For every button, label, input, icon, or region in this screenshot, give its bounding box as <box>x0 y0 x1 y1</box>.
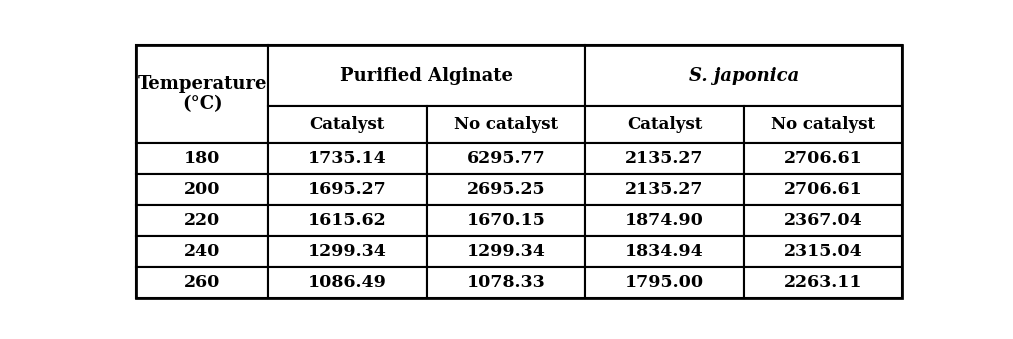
Bar <box>744 236 903 267</box>
Bar <box>136 205 268 236</box>
Text: 2695.25: 2695.25 <box>467 181 545 198</box>
Bar <box>136 174 268 205</box>
Text: 1874.90: 1874.90 <box>625 212 704 229</box>
Bar <box>268 236 426 267</box>
Text: 260: 260 <box>184 274 220 291</box>
Text: 2367.04: 2367.04 <box>784 212 862 229</box>
Bar <box>268 45 586 106</box>
Text: Purified Alginate: Purified Alginate <box>340 66 514 84</box>
Text: No catalyst: No catalyst <box>771 116 875 133</box>
Bar <box>586 267 744 298</box>
Text: 1834.94: 1834.94 <box>625 243 704 260</box>
Text: 240: 240 <box>184 243 220 260</box>
Text: 1086.49: 1086.49 <box>308 274 387 291</box>
Bar <box>586 236 744 267</box>
Bar <box>744 174 903 205</box>
Bar <box>136 267 268 298</box>
Text: 220: 220 <box>184 212 220 229</box>
Bar <box>426 106 586 143</box>
Bar <box>426 205 586 236</box>
Bar <box>426 174 586 205</box>
Text: 1695.27: 1695.27 <box>308 181 387 198</box>
Text: 2706.61: 2706.61 <box>784 150 862 167</box>
Bar <box>744 267 903 298</box>
Bar <box>426 236 586 267</box>
Text: 2263.11: 2263.11 <box>784 274 862 291</box>
Bar <box>136 45 268 143</box>
Text: 2315.04: 2315.04 <box>784 243 862 260</box>
Text: 6295.77: 6295.77 <box>467 150 545 167</box>
Text: 1735.14: 1735.14 <box>308 150 387 167</box>
Text: Catalyst: Catalyst <box>310 116 385 133</box>
Bar <box>586 106 744 143</box>
Text: No catalyst: No catalyst <box>454 116 558 133</box>
Bar <box>268 106 426 143</box>
Text: 2135.27: 2135.27 <box>625 181 704 198</box>
Bar <box>268 205 426 236</box>
Text: Temperature
(°C): Temperature (°C) <box>138 75 266 113</box>
Text: 1299.34: 1299.34 <box>467 243 545 260</box>
Text: Catalyst: Catalyst <box>627 116 702 133</box>
Bar <box>744 205 903 236</box>
Bar <box>586 45 903 106</box>
Bar <box>268 143 426 174</box>
Bar <box>744 106 903 143</box>
Bar <box>136 143 268 174</box>
Bar <box>426 143 586 174</box>
Text: 1795.00: 1795.00 <box>625 274 704 291</box>
Bar <box>744 143 903 174</box>
Bar <box>268 267 426 298</box>
Bar <box>586 174 744 205</box>
Text: 2135.27: 2135.27 <box>625 150 704 167</box>
Bar <box>586 205 744 236</box>
Text: 200: 200 <box>183 181 221 198</box>
Bar <box>268 174 426 205</box>
Bar <box>426 267 586 298</box>
Text: 1670.15: 1670.15 <box>467 212 545 229</box>
Text: 1615.62: 1615.62 <box>308 212 387 229</box>
Bar <box>586 143 744 174</box>
Text: S. japonica: S. japonica <box>689 66 799 84</box>
Text: 1078.33: 1078.33 <box>467 274 545 291</box>
Text: 180: 180 <box>184 150 220 167</box>
Text: 1299.34: 1299.34 <box>308 243 387 260</box>
Text: 2706.61: 2706.61 <box>784 181 862 198</box>
Bar <box>136 236 268 267</box>
